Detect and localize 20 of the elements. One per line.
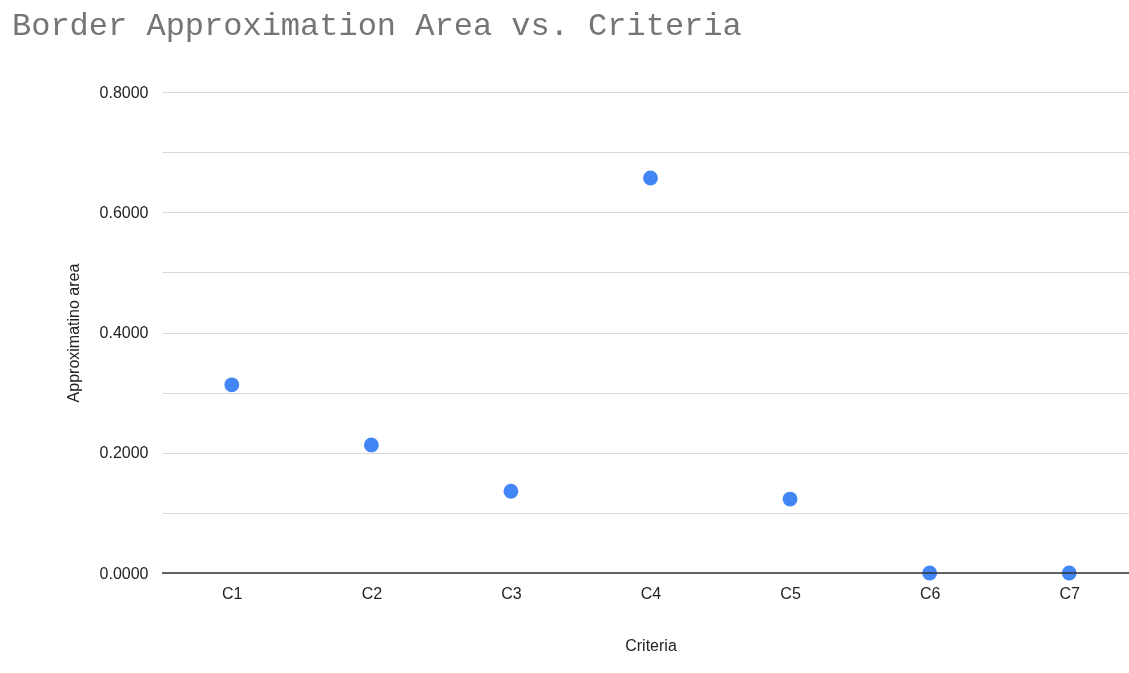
y-tick-label: 0.6000 <box>99 203 149 221</box>
x-tick-label: C7 <box>1059 584 1081 602</box>
y-tick-label: 0.8000 <box>99 83 149 101</box>
x-axis-title: Criteria <box>625 636 677 654</box>
point <box>503 483 519 499</box>
point <box>643 170 658 186</box>
x-tick-label: C1 <box>222 584 243 602</box>
y-tick-label: 0.2000 <box>99 444 149 462</box>
x-tick-label: C6 <box>919 584 941 602</box>
point <box>782 491 798 507</box>
x-tick-label: C5 <box>780 584 801 602</box>
x-tick-label: C4 <box>640 584 662 602</box>
y-tick-label: 0.0000 <box>99 564 149 582</box>
y-tick-label: 0.4000 <box>99 324 149 341</box>
x-tick-label: C3 <box>501 584 522 602</box>
point <box>363 437 379 453</box>
point <box>224 377 240 393</box>
chart-title: Border Approximation Area vs. Criteria <box>12 8 742 45</box>
y-axis-title: Approximatino area <box>64 263 82 403</box>
x-tick-label: C2 <box>361 584 383 602</box>
